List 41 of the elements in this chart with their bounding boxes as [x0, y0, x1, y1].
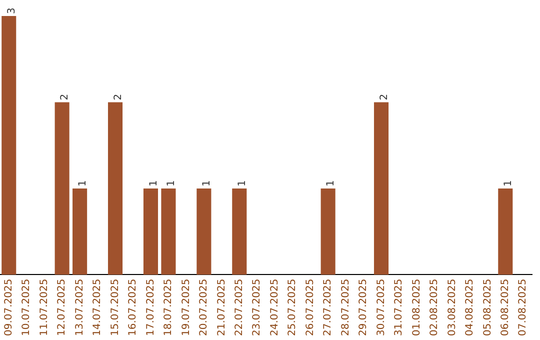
x-tick-label: 29.07.2025 — [358, 278, 370, 336]
x-tick-label: 10.07.2025 — [21, 278, 32, 336]
data-label: 1 — [148, 180, 160, 186]
x-tick-label: 09.07.2025 — [3, 278, 14, 336]
x-tick-label: 23.07.2025 — [252, 278, 263, 336]
x-tick-label: 01.08.2025 — [411, 278, 422, 336]
data-label: 1 — [77, 180, 88, 186]
x-tick-label: 13.07.2025 — [74, 278, 86, 336]
data-label: 1 — [166, 180, 178, 186]
data-label: 1 — [326, 180, 337, 186]
x-tick-label: 04.08.2025 — [464, 278, 476, 336]
x-tick-label: 03.08.2025 — [446, 278, 458, 336]
data-label: 2 — [378, 94, 390, 100]
x-tick-label: 28.07.2025 — [340, 278, 352, 336]
data-label: 3 — [6, 8, 18, 14]
x-tick-label: 31.07.2025 — [394, 278, 405, 336]
x-tick-label: 25.07.2025 — [287, 278, 298, 336]
data-label: 1 — [202, 180, 213, 186]
x-tick-label: 26.07.2025 — [304, 278, 316, 336]
x-tick-label: 05.08.2025 — [482, 278, 494, 336]
x-tick-label: 19.07.2025 — [180, 278, 192, 336]
x-tick-label: 11.07.2025 — [38, 278, 50, 336]
x-tick-label: 22.07.2025 — [234, 278, 245, 336]
data-label: 1 — [502, 180, 514, 186]
x-tick-label: 30.07.2025 — [376, 278, 387, 336]
x-tick-label: 24.07.2025 — [269, 278, 280, 336]
x-tick-label: 18.07.2025 — [163, 278, 174, 336]
data-label: 2 — [60, 94, 71, 100]
x-tick-label: 02.08.2025 — [429, 278, 440, 336]
x-tick-label: 20.07.2025 — [198, 278, 210, 336]
x-tick-label: 21.07.2025 — [216, 278, 228, 336]
x-tick-label: 14.07.2025 — [92, 278, 104, 336]
data-label: 1 — [236, 180, 248, 186]
x-tick-label: 16.07.2025 — [128, 278, 139, 336]
x-tick-label: 17.07.2025 — [145, 278, 156, 336]
x-tick-label: 07.08.2025 — [518, 278, 529, 336]
x-tick-label: 27.07.2025 — [322, 278, 334, 336]
x-tick-label: 15.07.2025 — [110, 278, 121, 336]
data-label: 2 — [112, 94, 124, 100]
x-tick-label: 12.07.2025 — [56, 278, 68, 336]
x-tick-label: 06.08.2025 — [500, 278, 511, 336]
